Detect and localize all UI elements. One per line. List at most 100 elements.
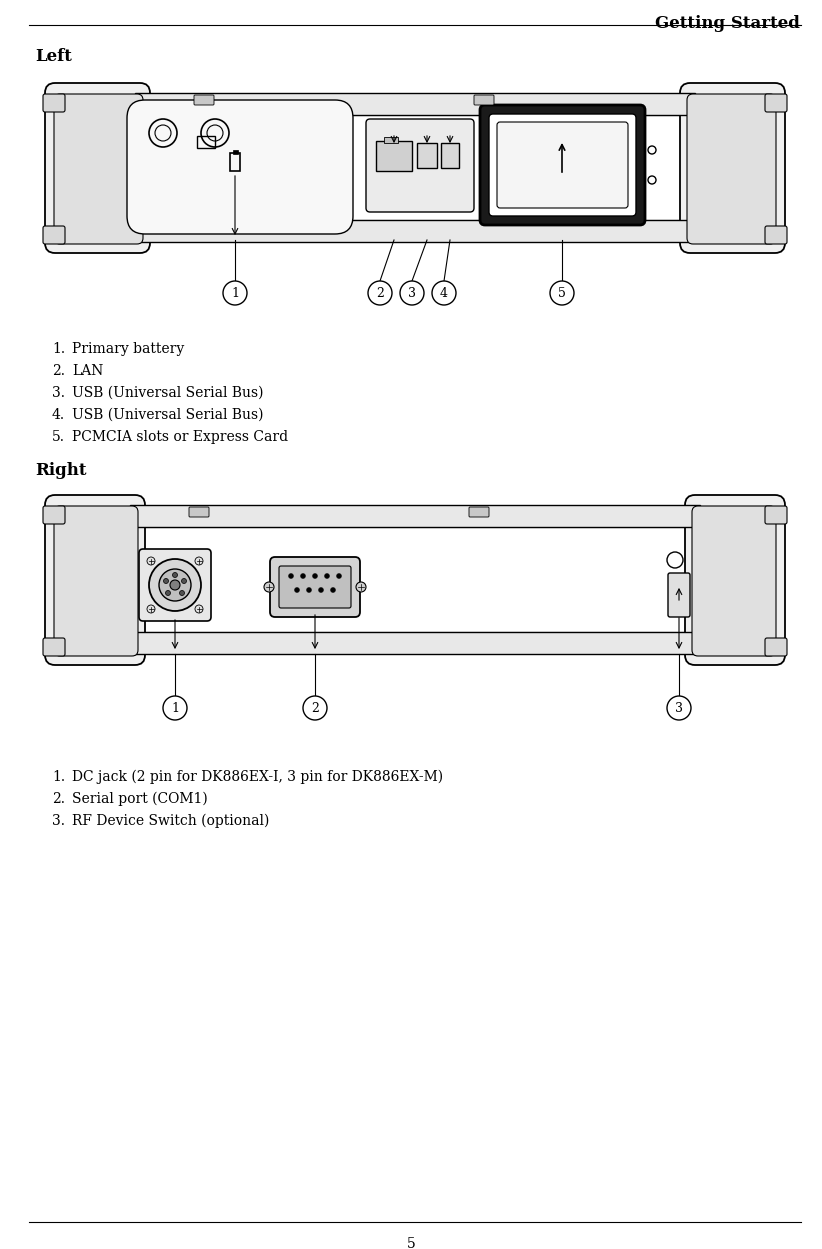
Circle shape xyxy=(336,573,341,578)
Text: 5.: 5. xyxy=(52,430,65,443)
FancyBboxPatch shape xyxy=(45,495,145,664)
Circle shape xyxy=(307,587,312,592)
Text: Serial port (COM1): Serial port (COM1) xyxy=(72,792,208,807)
Circle shape xyxy=(173,572,178,577)
FancyBboxPatch shape xyxy=(43,94,65,112)
Bar xyxy=(130,505,700,527)
Circle shape xyxy=(312,573,317,578)
Circle shape xyxy=(164,578,169,583)
Circle shape xyxy=(264,582,274,592)
FancyBboxPatch shape xyxy=(194,95,214,105)
FancyBboxPatch shape xyxy=(45,82,150,254)
FancyBboxPatch shape xyxy=(139,550,211,621)
FancyBboxPatch shape xyxy=(668,573,690,617)
Bar xyxy=(384,137,398,142)
Text: USB (Universal Serial Bus): USB (Universal Serial Bus) xyxy=(72,386,264,400)
Circle shape xyxy=(223,281,247,305)
FancyBboxPatch shape xyxy=(685,495,785,664)
FancyBboxPatch shape xyxy=(189,507,209,517)
Circle shape xyxy=(179,591,184,596)
Circle shape xyxy=(400,281,424,305)
FancyBboxPatch shape xyxy=(765,506,787,525)
Circle shape xyxy=(432,281,456,305)
FancyBboxPatch shape xyxy=(480,105,645,225)
FancyBboxPatch shape xyxy=(469,507,489,517)
Bar xyxy=(135,92,695,115)
FancyBboxPatch shape xyxy=(43,638,65,656)
Text: Primary battery: Primary battery xyxy=(72,342,184,356)
Bar xyxy=(135,220,695,242)
FancyBboxPatch shape xyxy=(127,100,353,234)
Bar xyxy=(130,632,700,654)
FancyBboxPatch shape xyxy=(474,95,494,105)
Circle shape xyxy=(356,582,366,592)
Circle shape xyxy=(147,557,155,565)
Circle shape xyxy=(301,573,306,578)
FancyBboxPatch shape xyxy=(43,506,65,525)
Text: 1.: 1. xyxy=(52,769,65,784)
Bar xyxy=(135,115,695,220)
Circle shape xyxy=(170,580,180,590)
Text: 1: 1 xyxy=(171,702,179,714)
Circle shape xyxy=(159,570,191,601)
Text: RF Device Switch (optional): RF Device Switch (optional) xyxy=(72,814,270,828)
Text: 2: 2 xyxy=(311,702,319,714)
FancyBboxPatch shape xyxy=(765,94,787,112)
FancyBboxPatch shape xyxy=(279,566,351,608)
Text: 1.: 1. xyxy=(52,342,65,356)
Circle shape xyxy=(325,573,330,578)
Text: 3: 3 xyxy=(408,286,416,300)
Circle shape xyxy=(667,696,691,719)
Text: PCMCIA slots or Express Card: PCMCIA slots or Express Card xyxy=(72,430,289,443)
Circle shape xyxy=(330,587,335,592)
Text: DC jack (2 pin for DK886EX-I, 3 pin for DK886EX-M): DC jack (2 pin for DK886EX-I, 3 pin for … xyxy=(72,769,443,784)
Circle shape xyxy=(289,573,293,578)
Text: 5: 5 xyxy=(558,286,566,300)
Circle shape xyxy=(303,696,327,719)
FancyBboxPatch shape xyxy=(43,226,65,244)
Circle shape xyxy=(149,560,201,611)
Circle shape xyxy=(550,281,574,305)
Text: 2.: 2. xyxy=(52,363,65,378)
Bar xyxy=(197,136,215,147)
Circle shape xyxy=(182,578,187,583)
Text: 4.: 4. xyxy=(52,408,65,422)
Text: Right: Right xyxy=(35,462,86,480)
FancyBboxPatch shape xyxy=(489,114,636,216)
Text: 3.: 3. xyxy=(52,386,65,400)
FancyBboxPatch shape xyxy=(366,119,474,212)
Text: USB (Universal Serial Bus): USB (Universal Serial Bus) xyxy=(72,408,264,422)
Circle shape xyxy=(165,591,170,596)
Text: LAN: LAN xyxy=(72,363,104,378)
Circle shape xyxy=(195,605,203,613)
Bar xyxy=(417,142,437,169)
FancyBboxPatch shape xyxy=(765,638,787,656)
Circle shape xyxy=(368,281,392,305)
FancyBboxPatch shape xyxy=(270,557,360,617)
FancyBboxPatch shape xyxy=(692,506,776,656)
FancyBboxPatch shape xyxy=(497,122,628,209)
Text: 1: 1 xyxy=(231,286,239,300)
Circle shape xyxy=(294,587,299,592)
Bar xyxy=(376,141,412,171)
Text: Getting Started: Getting Started xyxy=(655,15,800,32)
Text: 2.: 2. xyxy=(52,792,65,806)
FancyBboxPatch shape xyxy=(54,506,138,656)
Bar xyxy=(230,152,240,171)
Circle shape xyxy=(195,557,203,565)
Text: 2: 2 xyxy=(376,286,384,300)
Circle shape xyxy=(147,605,155,613)
Circle shape xyxy=(318,587,324,592)
Text: 3.: 3. xyxy=(52,814,65,828)
Bar xyxy=(441,142,459,169)
Text: Left: Left xyxy=(35,47,72,65)
Text: 3: 3 xyxy=(675,702,683,714)
FancyBboxPatch shape xyxy=(680,82,785,254)
FancyBboxPatch shape xyxy=(54,94,143,244)
Bar xyxy=(233,150,238,154)
Bar xyxy=(130,527,700,632)
FancyBboxPatch shape xyxy=(765,226,787,244)
FancyBboxPatch shape xyxy=(687,94,776,244)
Text: 4: 4 xyxy=(440,286,448,300)
Text: 5: 5 xyxy=(407,1237,415,1249)
